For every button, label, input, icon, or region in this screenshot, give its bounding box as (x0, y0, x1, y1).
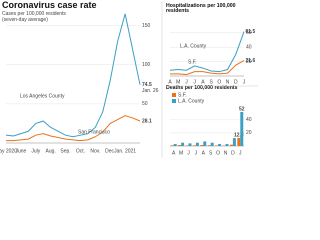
x-tick-label: D (234, 79, 238, 85)
x-tick-label: S (209, 79, 213, 85)
series-name: Los Angeles County (20, 93, 65, 99)
series-name: S.F. (188, 59, 197, 65)
x-tick-label: M (179, 150, 183, 156)
annotation: Jan. 26 (142, 88, 159, 94)
end-label: 21.6 (246, 58, 256, 64)
bar (207, 145, 211, 146)
x-tick-label: June (15, 148, 26, 154)
legend-label: L.A. County (178, 98, 205, 104)
x-tick-label: D (231, 150, 235, 156)
x-tick-label: Dec. (105, 148, 115, 154)
x-tick-label: Nov. (90, 148, 100, 154)
bar (210, 142, 214, 146)
series-line (170, 60, 245, 76)
x-tick-label: J (193, 79, 196, 85)
x-tick-label: J (185, 79, 188, 85)
chart-subtitle: Cases per 100,000 residents (seven-day a… (2, 11, 66, 23)
x-tick-label: J (195, 150, 198, 156)
x-tick-label: N (226, 79, 230, 85)
x-tick-label: Aug. (46, 148, 56, 154)
y-tick-label: 100 (142, 62, 151, 68)
series-line (169, 31, 245, 73)
y-tick-label: 20 (246, 130, 252, 136)
bar (218, 144, 222, 146)
x-tick-label: A (168, 79, 172, 85)
bar (215, 145, 219, 146)
end-label: 28.1 (142, 118, 152, 124)
x-tick-label: Oct. (76, 148, 85, 154)
page: Coronavirus case rate Cases per 100,000 … (0, 0, 258, 158)
y-tick-label: 40 (246, 117, 252, 123)
bar (185, 145, 189, 146)
legend-label: S.F. (178, 92, 187, 98)
bar (203, 141, 207, 146)
bar (195, 142, 199, 146)
bar (200, 145, 204, 146)
bar (170, 145, 174, 146)
x-tick-label: O (216, 150, 220, 156)
bar (232, 138, 236, 146)
x-tick-label: J (239, 150, 242, 156)
x-tick-label: J (243, 79, 246, 85)
series-name: L.A. County (180, 43, 207, 49)
bar (229, 144, 233, 146)
end-label: 52 (239, 106, 245, 112)
end-label: 74.5 (142, 82, 152, 88)
x-tick-label: J (187, 150, 190, 156)
bar (181, 142, 185, 146)
end-label: 12.3 (234, 132, 244, 138)
x-tick-label: A (202, 150, 206, 156)
x-tick-label: S (209, 150, 213, 156)
series-name: San Francisco (78, 129, 110, 135)
series-line (6, 115, 141, 142)
bar (188, 143, 192, 146)
x-tick-label: May 2020 (0, 148, 17, 154)
bar (173, 144, 177, 146)
x-tick-label: Sep. (60, 148, 70, 154)
x-tick-label: A (201, 79, 205, 85)
x-tick-label: Jan. 2021 (114, 148, 136, 154)
chart-title: Deaths per 100,000 residents (166, 85, 238, 91)
bar (225, 144, 229, 146)
y-tick-label: 150 (142, 23, 151, 29)
x-tick-label: N (224, 150, 228, 156)
legend-swatch (172, 93, 176, 97)
x-tick-label: O (217, 79, 221, 85)
x-tick-label: July (31, 148, 40, 154)
y-tick-label: 20 (246, 59, 252, 65)
bar (192, 145, 196, 146)
x-tick-label: M (176, 79, 180, 85)
chart-title: Hospitalizations per 100,000 residents (166, 3, 236, 15)
bar (240, 111, 244, 146)
y-tick-label: 60 (246, 30, 252, 36)
x-tick-label: A (172, 150, 176, 156)
legend-swatch (172, 99, 176, 103)
bar (237, 137, 241, 146)
y-tick-label: 40 (246, 45, 252, 51)
bar (178, 145, 182, 146)
end-label: 61.5 (246, 29, 256, 35)
y-tick-label: 50 (142, 101, 148, 107)
series-line (5, 13, 141, 138)
chart-title: Coronavirus case rate (2, 0, 97, 10)
